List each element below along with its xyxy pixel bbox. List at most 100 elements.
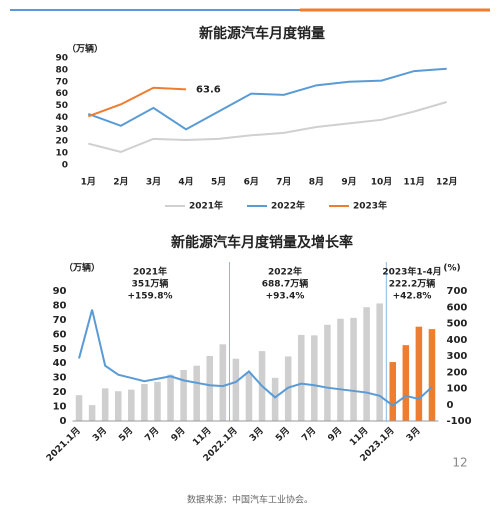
annotation: 688.7万辆 — [262, 278, 308, 290]
chart-title: 新能源汽车月度销量 — [199, 25, 325, 42]
y2-tick-label: -100 — [447, 416, 472, 427]
y2-tick-label: 700 — [447, 286, 468, 297]
bar — [389, 362, 397, 421]
y-axis-label: （万辆） — [64, 262, 100, 274]
y-tick-label: 10 — [53, 402, 67, 413]
bar — [402, 345, 410, 421]
legend-label: 2022年 — [271, 200, 305, 212]
x-tick-label: 7月 — [300, 425, 319, 444]
y-tick-label: 30 — [53, 373, 67, 384]
y2-tick-label: 0 — [447, 400, 454, 411]
x-tick-label: 10月 — [371, 177, 393, 188]
y-tick-label: 10 — [55, 149, 68, 159]
line — [87, 67, 447, 131]
y-tick-label: 80 — [55, 65, 68, 75]
bar — [350, 317, 357, 421]
x-tick-label: 6月 — [244, 177, 259, 188]
y-tick-label: 30 — [55, 125, 68, 135]
bar — [206, 356, 214, 421]
y-tick-label: 0 — [60, 416, 67, 427]
source-note: 数据来源：中国汽车工业协会。 — [187, 494, 313, 506]
x-tick-label: 3月 — [90, 425, 109, 444]
line — [88, 101, 447, 153]
bar — [75, 395, 83, 421]
y-tick-label: 80 — [53, 300, 67, 311]
bar — [167, 374, 174, 421]
annotation: +159.8% — [127, 292, 172, 302]
y-tick-label: 40 — [53, 358, 67, 369]
bar — [376, 303, 383, 421]
bar — [271, 377, 279, 421]
x-tick-label: 11月 — [191, 425, 214, 448]
chart-title: 新能源汽车月度销量及增长率 — [171, 234, 353, 251]
y-axis-label: （万辆） — [67, 43, 103, 55]
bar — [245, 372, 253, 421]
bar — [428, 329, 436, 421]
page-number: 12 — [452, 456, 467, 470]
x-tick-label: 9月 — [326, 425, 345, 444]
x-tick-label: 11月 — [403, 177, 425, 188]
x-tick-label: 4月 — [178, 177, 193, 188]
line — [78, 309, 433, 407]
x-tick-label: 1月 — [81, 177, 96, 188]
bar — [101, 388, 109, 421]
bar — [219, 344, 227, 421]
legend-label: 2023年 — [353, 200, 387, 212]
annotation: 2021年 — [133, 266, 167, 278]
bar — [180, 370, 187, 421]
y2-tick-label: 300 — [447, 351, 468, 362]
bar — [114, 391, 122, 421]
y-tick-label: 50 — [55, 101, 68, 111]
x-tick-label: 2021.1月 — [44, 425, 83, 464]
y-tick-label: 40 — [55, 113, 68, 123]
y2-tick-label: 600 — [447, 302, 468, 313]
bar — [415, 326, 423, 421]
y-tick-label: 90 — [53, 286, 67, 297]
bar — [311, 335, 318, 421]
bar — [363, 307, 370, 421]
line — [87, 86, 187, 118]
bar — [154, 381, 161, 421]
y-tick-label: 60 — [53, 329, 67, 340]
y2-tick-label: 100 — [447, 384, 468, 395]
y-tick-label: 60 — [55, 89, 68, 99]
y-tick-label: 70 — [53, 315, 67, 326]
y2-axis-label: (%) — [443, 264, 460, 274]
x-tick-label: 2月 — [113, 177, 128, 188]
bar — [297, 334, 305, 421]
bar — [324, 324, 331, 421]
bar — [128, 389, 135, 421]
x-tick-label: 8月 — [309, 177, 324, 188]
y-tick-label: 90 — [55, 54, 68, 64]
x-tick-label: 11月 — [347, 425, 370, 448]
legend-label: 2021年 — [189, 200, 223, 212]
y-tick-label: 20 — [55, 137, 68, 147]
bar — [193, 365, 200, 421]
y2-tick-label: 200 — [447, 367, 468, 378]
x-tick-label: 3月 — [404, 425, 423, 444]
y2-tick-label: 500 — [447, 319, 468, 330]
x-tick-label: 5月 — [273, 425, 292, 444]
bar — [88, 405, 96, 421]
y-tick-label: 0 — [62, 161, 68, 171]
x-tick-label: 7月 — [276, 177, 291, 188]
annotation: 351万辆 — [132, 278, 169, 290]
annotation: 2023年1-4月 — [382, 266, 441, 278]
bar — [232, 358, 240, 421]
y-tick-label: 50 — [53, 344, 67, 355]
x-tick-label: 3月 — [247, 425, 266, 444]
annotation: 2022年 — [268, 266, 302, 278]
x-tick-label: 3月 — [146, 177, 161, 188]
annotation: +93.4% — [266, 292, 305, 302]
x-tick-label: 7月 — [143, 425, 162, 444]
y-tick-label: 20 — [53, 387, 67, 398]
annotation: +42.8% — [393, 292, 432, 302]
bar — [141, 384, 148, 421]
x-tick-label: 5月 — [117, 425, 136, 444]
x-tick-label: 9月 — [169, 425, 188, 444]
x-tick-label: 12月 — [436, 177, 458, 188]
data-label: 63.6 — [196, 84, 221, 95]
bar — [337, 318, 344, 421]
x-tick-label: 9月 — [341, 177, 356, 188]
